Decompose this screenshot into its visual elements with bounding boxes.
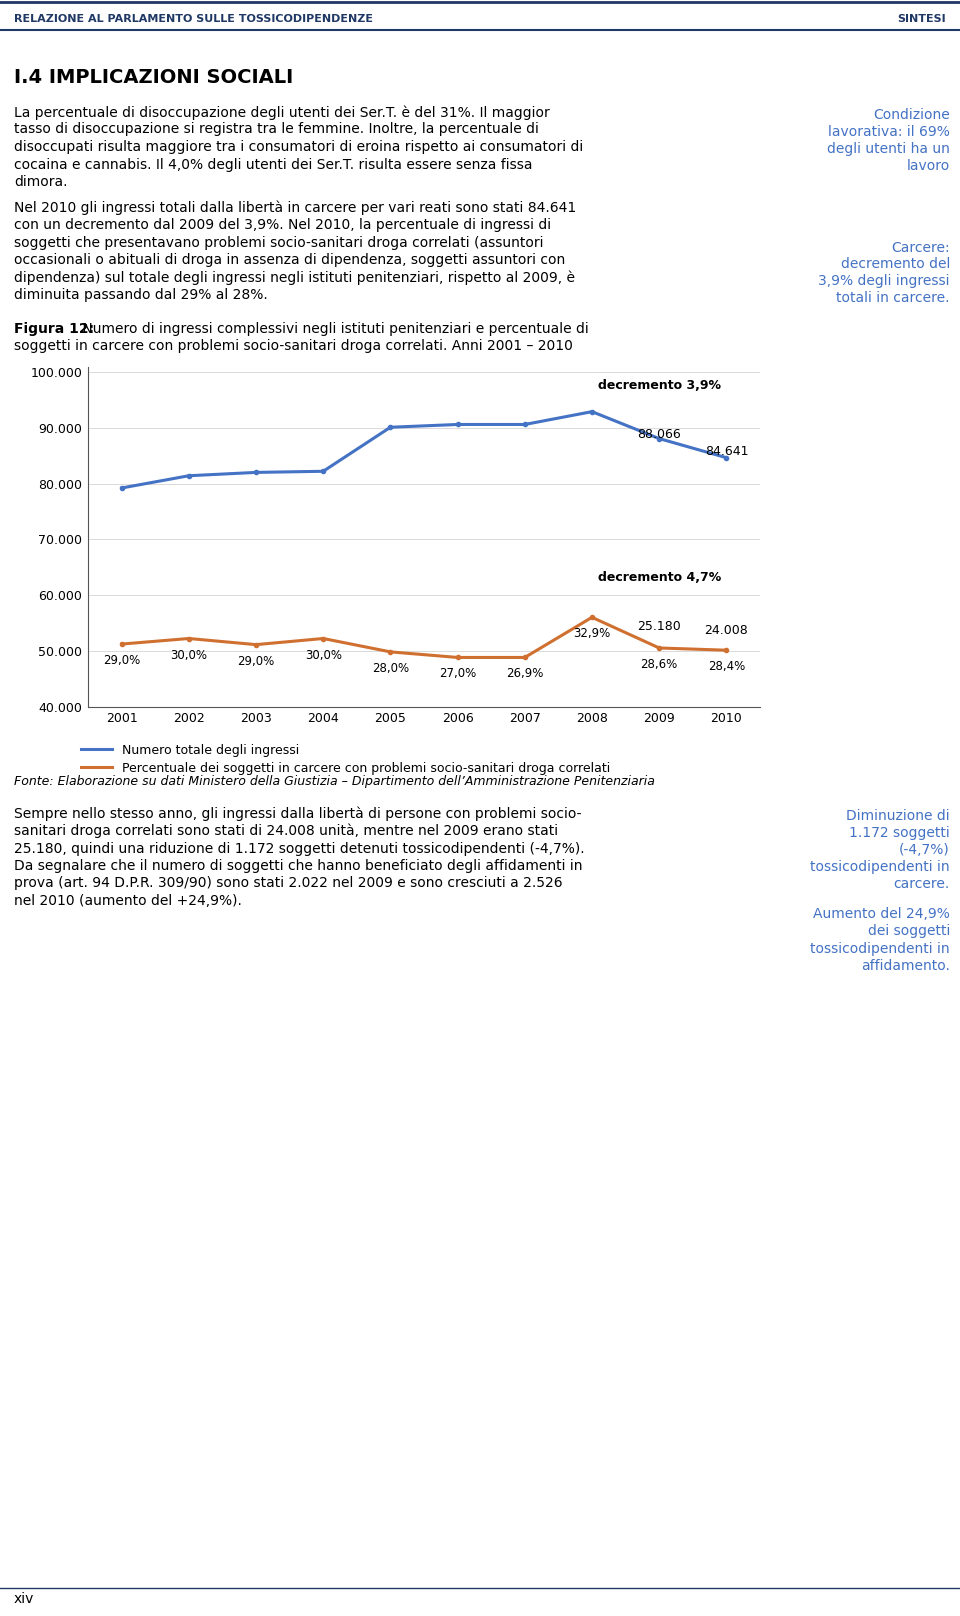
Text: carcere.: carcere. [894, 876, 950, 890]
Text: RELAZIONE AL PARLAMENTO SULLE TOSSICODIPENDENZE: RELAZIONE AL PARLAMENTO SULLE TOSSICODIP… [14, 15, 373, 24]
Text: con un decremento dal 2009 del 3,9%. Nel 2010, la percentuale di ingressi di: con un decremento dal 2009 del 3,9%. Nel… [14, 218, 551, 233]
Text: prova (art. 94 D.P.R. 309/90) sono stati 2.022 nel 2009 e sono cresciuti a 2.526: prova (art. 94 D.P.R. 309/90) sono stati… [14, 876, 563, 890]
Text: occasionali o abituali di droga in assenza di dipendenza, soggetti assuntori con: occasionali o abituali di droga in assen… [14, 254, 565, 267]
Text: diminuita passando dal 29% al 28%.: diminuita passando dal 29% al 28%. [14, 288, 268, 302]
Text: decremento del: decremento del [841, 257, 950, 271]
Text: (-4,7%): (-4,7%) [900, 842, 950, 856]
Text: 28,4%: 28,4% [708, 661, 745, 674]
Text: La percentuale di disoccupazione degli utenti dei Ser.T. è del 31%. Il maggior: La percentuale di disoccupazione degli u… [14, 105, 550, 120]
Text: decremento 3,9%: decremento 3,9% [598, 378, 721, 391]
Legend: Numero totale degli ingressi, Percentuale dei soggetti in carcere con problemi s: Numero totale degli ingressi, Percentual… [81, 743, 611, 776]
Text: 1.172 soggetti: 1.172 soggetti [850, 826, 950, 839]
Text: affidamento.: affidamento. [861, 958, 950, 973]
Text: 29,0%: 29,0% [237, 654, 275, 667]
Text: soggetti che presentavano problemi socio-sanitari droga correlati (assuntori: soggetti che presentavano problemi socio… [14, 236, 543, 249]
Text: 88.066: 88.066 [637, 428, 681, 441]
Text: degli utenti ha un: degli utenti ha un [828, 142, 950, 157]
Text: soggetti in carcere con problemi socio-sanitari droga correlati. Anni 2001 – 201: soggetti in carcere con problemi socio-s… [14, 339, 573, 352]
Text: lavoro: lavoro [907, 158, 950, 173]
Text: dei soggetti: dei soggetti [868, 924, 950, 939]
Text: 3,9% degli ingressi: 3,9% degli ingressi [819, 275, 950, 289]
Text: 30,0%: 30,0% [170, 648, 207, 661]
Text: tasso di disoccupazione si registra tra le femmine. Inoltre, la percentuale di: tasso di disoccupazione si registra tra … [14, 123, 539, 136]
Text: Carcere:: Carcere: [892, 241, 950, 254]
Text: Diminuzione di: Diminuzione di [847, 808, 950, 823]
Text: decremento 4,7%: decremento 4,7% [597, 570, 721, 583]
Text: 27,0%: 27,0% [439, 667, 476, 680]
Text: 24.008: 24.008 [705, 624, 748, 637]
Text: 29,0%: 29,0% [103, 654, 140, 667]
Text: 84.641: 84.641 [705, 444, 748, 457]
Text: 30,0%: 30,0% [304, 648, 342, 661]
Text: totali in carcere.: totali in carcere. [836, 291, 950, 305]
Text: Numero di ingressi complessivi negli istituti penitenziari e percentuale di: Numero di ingressi complessivi negli ist… [78, 322, 588, 336]
Text: 28,0%: 28,0% [372, 663, 409, 675]
Text: tossicodipendenti in: tossicodipendenti in [810, 942, 950, 955]
Text: 26,9%: 26,9% [506, 667, 543, 680]
Text: Aumento del 24,9%: Aumento del 24,9% [813, 908, 950, 921]
Text: tossicodipendenti in: tossicodipendenti in [810, 860, 950, 874]
Text: dimora.: dimora. [14, 175, 67, 189]
Text: xiv: xiv [14, 1592, 35, 1606]
Text: Fonte: Elaborazione su dati Ministero della Giustizia – Dipartimento dell’Ammini: Fonte: Elaborazione su dati Ministero de… [14, 774, 655, 787]
Text: cocaina e cannabis. Il 4,0% degli utenti dei Ser.T. risulta essere senza fissa: cocaina e cannabis. Il 4,0% degli utenti… [14, 157, 533, 171]
Text: SINTESI: SINTESI [898, 15, 946, 24]
Text: Da segnalare che il numero di soggetti che hanno beneficiato degli affidamenti i: Da segnalare che il numero di soggetti c… [14, 860, 583, 873]
Text: disoccupati risulta maggiore tra i consumatori di eroina rispetto ai consumatori: disoccupati risulta maggiore tra i consu… [14, 141, 584, 154]
Text: 28,6%: 28,6% [640, 658, 678, 671]
Text: I.4 IMPLICAZIONI SOCIALI: I.4 IMPLICAZIONI SOCIALI [14, 68, 293, 87]
Text: nel 2010 (aumento del +24,9%).: nel 2010 (aumento del +24,9%). [14, 894, 242, 908]
Text: 25.180, quindi una riduzione di 1.172 soggetti detenuti tossicodipendenti (-4,7%: 25.180, quindi una riduzione di 1.172 so… [14, 842, 585, 855]
Text: Sempre nello stesso anno, gli ingressi dalla libertà di persone con problemi soc: Sempre nello stesso anno, gli ingressi d… [14, 806, 582, 821]
Text: 32,9%: 32,9% [573, 627, 611, 640]
Text: 25.180: 25.180 [637, 621, 681, 633]
Text: Condizione: Condizione [874, 108, 950, 121]
Text: dipendenza) sul totale degli ingressi negli istituti penitenziari, rispetto al 2: dipendenza) sul totale degli ingressi ne… [14, 270, 575, 284]
Text: lavorativa: il 69%: lavorativa: il 69% [828, 124, 950, 139]
Text: sanitari droga correlati sono stati di 24.008 unità, mentre nel 2009 erano stati: sanitari droga correlati sono stati di 2… [14, 824, 558, 839]
Text: Figura 12:: Figura 12: [14, 322, 94, 336]
Text: Nel 2010 gli ingressi totali dalla libertà in carcere per vari reati sono stati : Nel 2010 gli ingressi totali dalla liber… [14, 200, 576, 215]
